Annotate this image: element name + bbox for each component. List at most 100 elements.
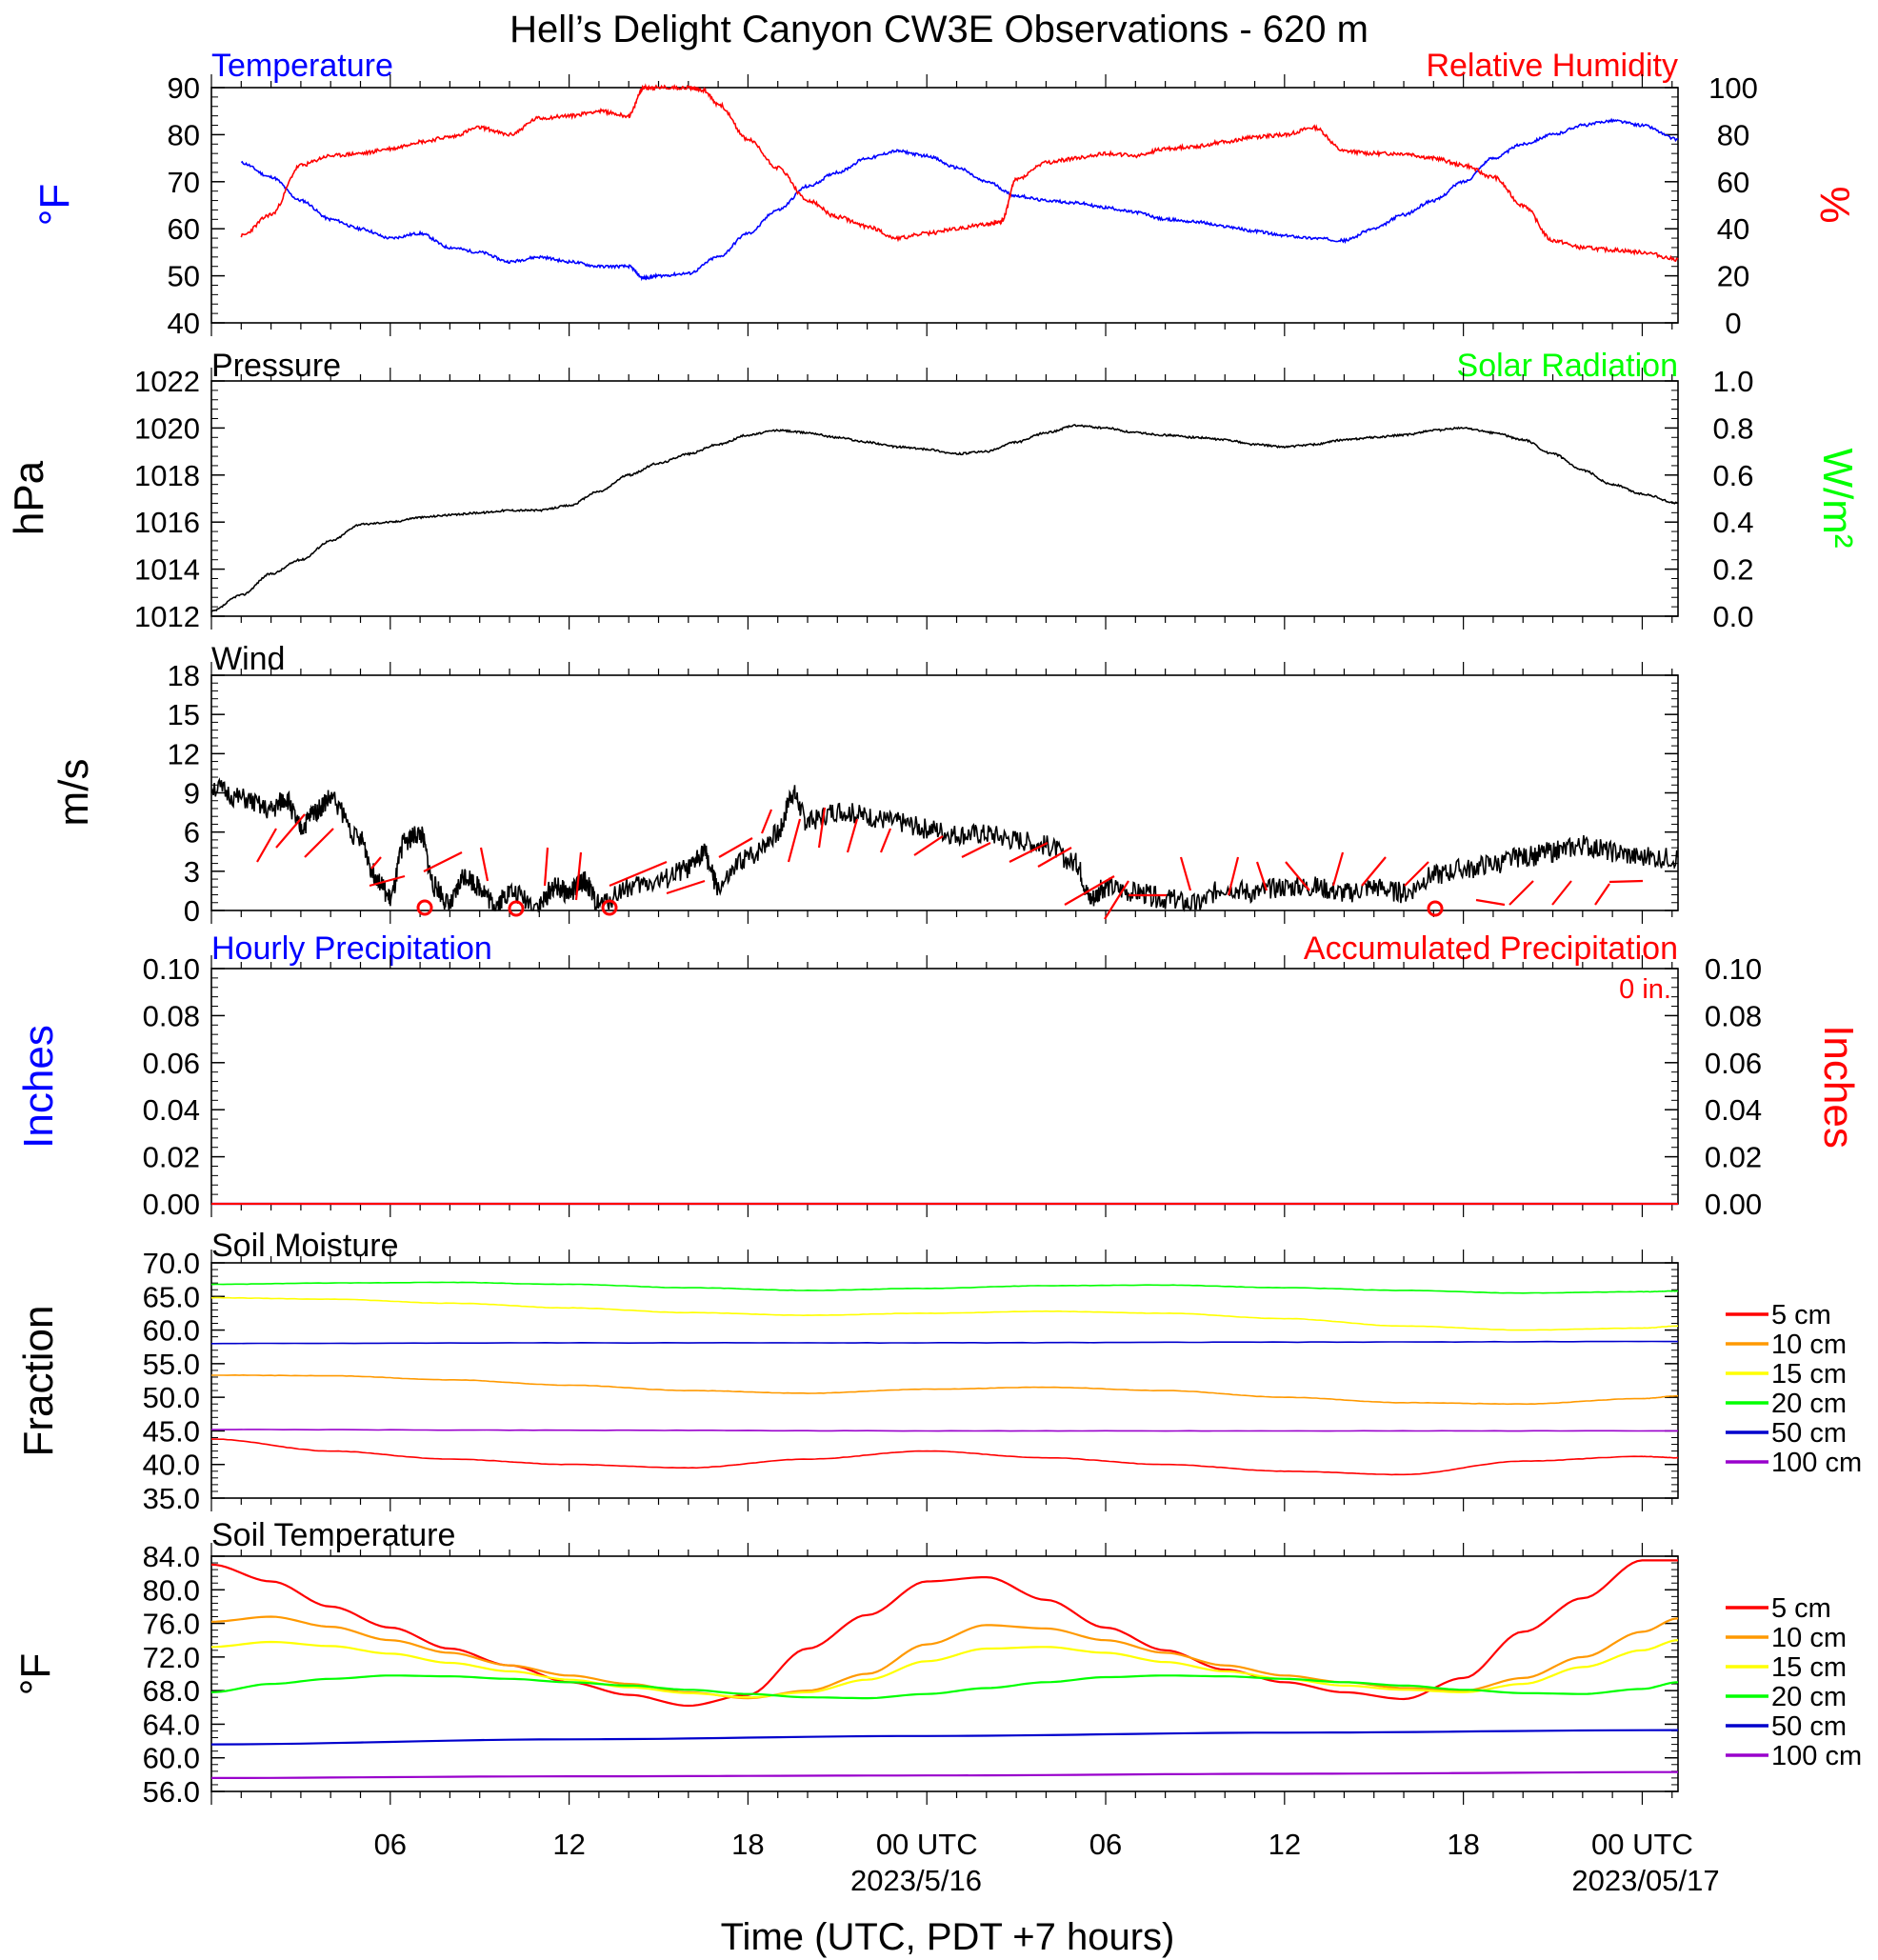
wind-barb <box>609 860 668 888</box>
pressure-axis-ticks: 1012 1014 1016 1018 1020 1022 <box>134 365 1678 633</box>
legend-label: 15 cm <box>1771 1359 1847 1390</box>
x-tick-label: 00 UTC <box>1591 1828 1693 1861</box>
hourly-precip-title: Hourly Precipitation <box>211 930 492 967</box>
soil-moisture-title: Soil Moisture <box>211 1228 399 1264</box>
y-tick-label: 84.0 <box>143 1540 200 1573</box>
wind-barb <box>1608 879 1644 884</box>
series-line <box>210 1674 1679 1700</box>
series-line <box>240 117 1679 282</box>
series-line <box>210 1639 1679 1699</box>
temperature-humidity-lines <box>240 83 1679 282</box>
hourly-precip-axis-ticks: 0.00 0.02 0.04 0.06 0.08 0.10 <box>143 952 1678 1221</box>
legend-label: 50 cm <box>1771 1711 1847 1742</box>
wind-barb <box>879 828 892 853</box>
wind-barb <box>256 828 277 863</box>
legend-label: 50 cm <box>1771 1418 1847 1449</box>
series-line <box>240 83 1679 263</box>
y-tick-label: 1016 <box>134 506 200 539</box>
wind-barb <box>1361 856 1387 887</box>
panel-soil-temperature: Soil Temperature °F 56.060.064.068.072.0… <box>12 1517 1862 1809</box>
series-line <box>210 1559 1678 1708</box>
panel-pressure: Pressure Solar Radiation hPa W/m² 101210… <box>6 348 1861 633</box>
wind-barb <box>913 835 944 856</box>
wind-barb <box>817 807 827 849</box>
y-tick-label: 56.0 <box>143 1775 200 1809</box>
y-tick-label: 70 <box>168 166 200 199</box>
y-tick-label: 3 <box>184 855 200 889</box>
date-label-1: 2023/5/16 <box>850 1864 982 1897</box>
accum-precip-total: 0 in. <box>1619 974 1671 1005</box>
time-axis: 06 12 18 00 UTC 06 12 18 00 UTC <box>374 1828 1693 1861</box>
legend-label: 5 cm <box>1771 1593 1831 1624</box>
pressure-line <box>211 424 1679 612</box>
temperature-unit: °F <box>31 184 78 226</box>
legend-label: 10 cm <box>1771 1330 1847 1360</box>
y-tick-label: 40.0 <box>143 1449 200 1482</box>
wind-barb <box>718 837 753 858</box>
series-line <box>211 1770 1678 1780</box>
wind-barb <box>1551 880 1572 906</box>
accum-precip-title: Accumulated Precipitation <box>1304 930 1678 967</box>
wind-barb <box>543 847 549 887</box>
humidity-unit: % <box>1811 186 1858 223</box>
y-tick-label: 0.08 <box>143 999 200 1032</box>
wind-barb <box>1037 847 1072 868</box>
y-tick-label: 50 <box>168 260 200 293</box>
y2-tick-label: 100 <box>1708 71 1758 105</box>
calm-marker <box>508 900 525 917</box>
y-tick-label: 0.00 <box>143 1188 200 1221</box>
y2-tick-label: 20 <box>1717 260 1749 293</box>
wind-barb <box>760 809 773 834</box>
panel-soil-moisture: Soil Moisture Fraction 35.040.045.050.05… <box>15 1228 1862 1515</box>
series-line <box>210 1296 1678 1331</box>
date-label-2: 2023/05/17 <box>1571 1864 1719 1897</box>
hourly-precip-unit: Inches <box>15 1025 62 1149</box>
y-tick-label: 76.0 <box>143 1608 200 1641</box>
y-tick-label: 70.0 <box>143 1247 200 1280</box>
wind-barb <box>574 851 583 901</box>
wind-barb <box>1104 880 1129 920</box>
y-tick-label: 0.06 <box>143 1047 200 1080</box>
y-tick-label: 1014 <box>134 553 200 587</box>
y-tick-label: 60 <box>168 212 200 246</box>
wind-barb <box>666 879 706 895</box>
legend-label: 15 cm <box>1771 1652 1847 1683</box>
y2-tick-label: 60 <box>1717 166 1749 199</box>
temperature-title: Temperature <box>211 48 393 84</box>
y-tick-label: 68.0 <box>143 1674 200 1708</box>
y2-tick-label: 0.8 <box>1712 411 1753 445</box>
wind-barb <box>1331 851 1345 887</box>
soil-temperature-axis-ticks: 56.060.064.068.072.076.080.084.0 <box>143 1540 1678 1809</box>
y-tick-label: 55.0 <box>143 1348 200 1381</box>
y-tick-label: 64.0 <box>143 1708 200 1741</box>
soil-moisture-unit: Fraction <box>15 1306 62 1457</box>
y-tick-label: 40 <box>168 307 200 340</box>
y-tick-label: 1022 <box>134 365 200 398</box>
y2-tick-label: 1.0 <box>1712 365 1753 398</box>
series-line <box>211 1373 1678 1406</box>
y2-tick-label: 0.6 <box>1712 459 1753 492</box>
wind-barb <box>275 813 306 849</box>
y2-tick-label: 0.04 <box>1705 1093 1762 1127</box>
wind-title: Wind <box>211 641 285 677</box>
series-line <box>211 424 1679 612</box>
x-tick-label: 06 <box>1089 1828 1122 1861</box>
accum-precip-axis-ticks: 0.00 0.02 0.04 0.06 0.08 0.10 <box>1705 952 1762 1221</box>
legend-label: 100 cm <box>1771 1741 1862 1771</box>
wind-barb <box>787 818 802 863</box>
x-tick-label: 18 <box>1447 1828 1479 1861</box>
y2-tick-label: 0.10 <box>1705 952 1762 986</box>
wind-barb <box>1508 880 1534 906</box>
y-tick-label: 12 <box>168 737 200 770</box>
wind-barb <box>1594 883 1610 906</box>
humidity-title: Relative Humidity <box>1426 48 1678 84</box>
y-tick-label: 6 <box>184 816 200 850</box>
solar-axis-ticks: 0.0 0.2 0.4 0.6 0.8 1.0 <box>1712 365 1753 633</box>
x-tick-label: 06 <box>374 1828 407 1861</box>
calm-marker <box>416 899 433 916</box>
x-tick-label: 12 <box>1269 1828 1301 1861</box>
wind-unit: m/s <box>50 759 97 827</box>
wind-axis-ticks: 0 3 6 9 12 15 18 <box>168 659 1678 928</box>
